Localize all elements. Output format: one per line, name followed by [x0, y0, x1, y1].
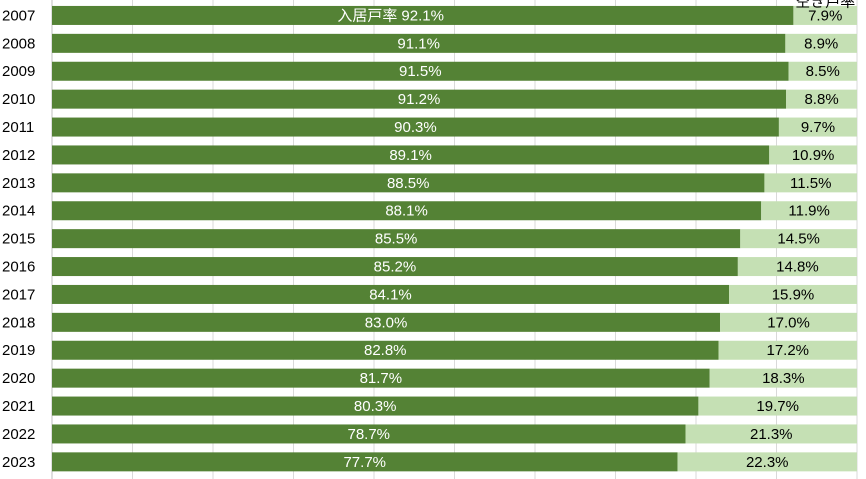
data-label: 9.7% [801, 119, 835, 136]
data-label: 14.5% [777, 231, 820, 248]
y-tick-label: 2015 [2, 231, 35, 248]
y-tick-label: 2017 [2, 286, 35, 303]
data-label: 81.7% [360, 370, 403, 387]
bar-segment [764, 173, 857, 193]
data-label: 85.5% [375, 231, 418, 248]
data-label: 91.5% [399, 63, 442, 80]
data-label: 78.7% [347, 426, 390, 443]
bar-segment [52, 284, 730, 304]
data-label: 14.8% [776, 259, 819, 276]
bar-segment [685, 424, 857, 444]
data-label: 80.3% [354, 398, 397, 415]
bar-segment [709, 368, 857, 388]
data-label: 10.9% [792, 147, 835, 164]
y-tick-label: 2019 [2, 342, 35, 359]
bar-segment [677, 452, 857, 472]
bar-segment [729, 284, 857, 304]
bar-segment [698, 396, 857, 416]
data-label: 92.1% [401, 7, 444, 24]
y-tick-label: 2013 [2, 175, 35, 192]
bar-segment [788, 61, 857, 81]
data-label: 11.9% [788, 203, 829, 220]
bar-segment [52, 396, 699, 416]
bar-segment [52, 452, 678, 472]
bar-segment [778, 117, 857, 137]
bar-segment [785, 33, 857, 53]
data-label: 18.3% [762, 370, 805, 387]
y-tick-label: 2023 [2, 454, 35, 471]
data-label: 89.1% [389, 147, 432, 164]
bar-segment [761, 201, 857, 221]
y-tick-label: 2012 [2, 147, 35, 164]
bar-segment [52, 424, 686, 444]
data-label: 17.2% [766, 342, 809, 359]
data-label: 15.9% [772, 286, 815, 303]
data-label: 22.3% [746, 454, 789, 471]
bar-segment [52, 173, 765, 193]
bar-segment [52, 257, 738, 277]
bar-segment [52, 89, 787, 109]
series-name: 空き戸率 [795, 0, 855, 10]
bar-segment [52, 61, 789, 81]
bar-segment [793, 5, 857, 25]
bar-segment [52, 201, 762, 221]
data-label: 7.9% [808, 7, 842, 24]
bar-segment [737, 257, 857, 277]
y-tick-label: 2007 [2, 7, 35, 24]
bar-segment [52, 368, 710, 388]
bar-segment [786, 89, 857, 109]
bar-segment [52, 5, 794, 25]
y-tick-label: 2010 [2, 91, 35, 108]
y-tick-label: 2020 [2, 370, 35, 387]
data-label: 8.5% [806, 63, 840, 80]
data-label: 19.7% [756, 398, 799, 415]
bar-segment [52, 229, 741, 249]
bar-segment [769, 145, 857, 165]
y-tick-label: 2016 [2, 259, 35, 276]
bar-segment [52, 312, 721, 332]
bar-segment [52, 33, 786, 53]
data-label: 83.0% [365, 314, 408, 331]
data-label: 11.5% [790, 175, 831, 192]
bar-segment [718, 340, 857, 360]
bar-segment [52, 340, 719, 360]
data-label: 88.1% [385, 203, 428, 220]
series-name: 入居戸率 [337, 7, 397, 24]
data-label: 8.8% [804, 91, 838, 108]
y-tick-label: 2014 [2, 203, 35, 220]
y-tick-label: 2011 [2, 119, 34, 136]
y-tick-label: 2022 [2, 426, 35, 443]
bar-segment [740, 229, 857, 249]
y-tick-label: 2018 [2, 314, 35, 331]
data-label: 8.9% [804, 35, 838, 52]
data-label: 77.7% [343, 454, 386, 471]
data-label: 91.2% [398, 91, 441, 108]
y-tick-label: 2021 [2, 398, 35, 415]
data-label: 84.1% [369, 286, 412, 303]
bar-segment [52, 117, 779, 137]
bar-segment [52, 145, 770, 165]
data-label: 17.0% [767, 314, 810, 331]
bar-segment [720, 312, 857, 332]
y-tick-label: 2009 [2, 63, 35, 80]
data-label: 85.2% [374, 259, 417, 276]
data-label: 90.3% [394, 119, 437, 136]
data-label: 91.1% [397, 35, 440, 52]
data-label: 88.5% [387, 175, 430, 192]
data-label: 82.8% [364, 342, 407, 359]
data-label: 21.3% [750, 426, 793, 443]
y-tick-label: 2008 [2, 35, 35, 52]
